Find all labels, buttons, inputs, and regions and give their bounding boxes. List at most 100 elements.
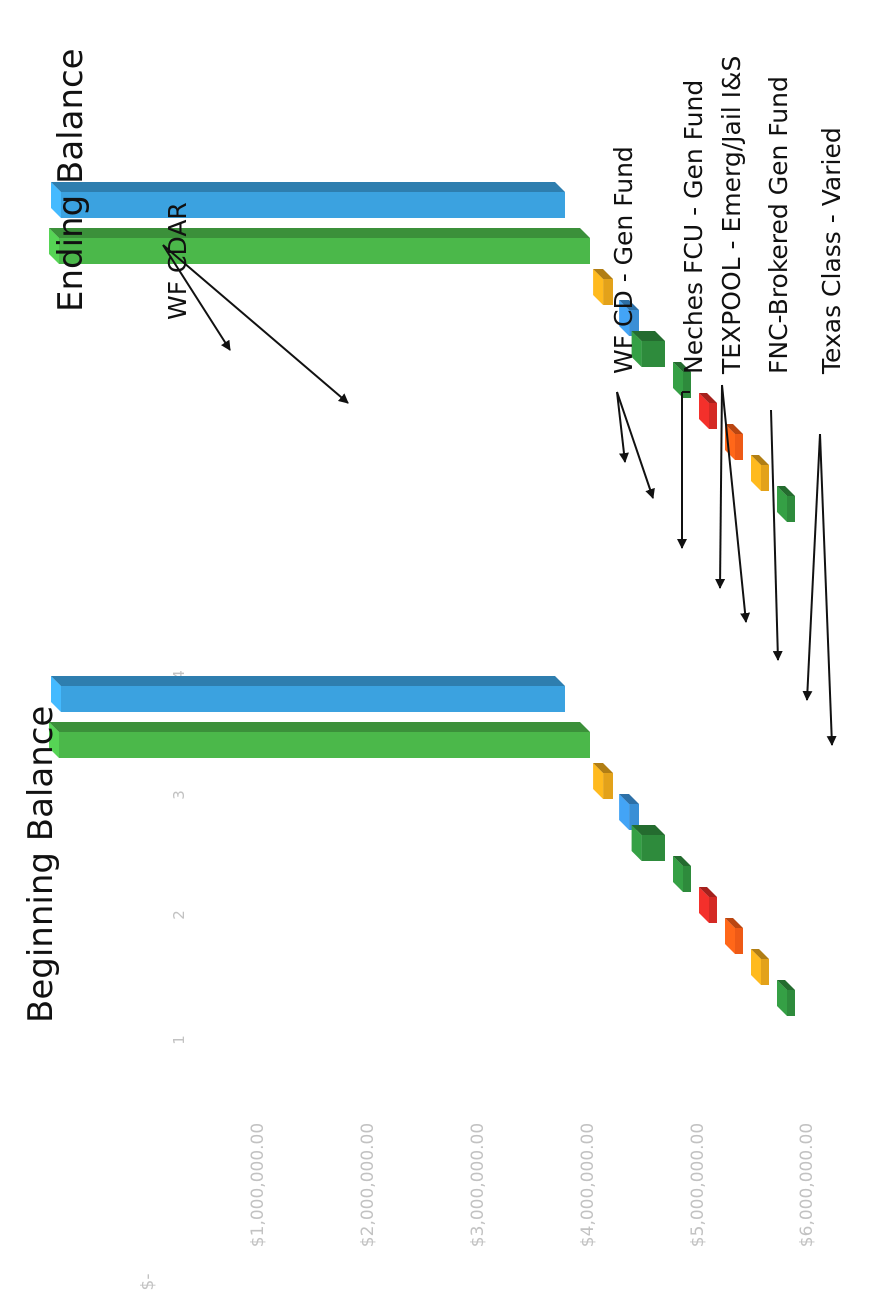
bar-side-face	[49, 722, 590, 732]
y-tick-label: $4,000,000.00	[578, 1123, 598, 1247]
bar-side-face	[51, 182, 565, 192]
bar-side-face	[593, 269, 613, 279]
annotation-texas-class-varied: Texas Class - Varied	[817, 127, 846, 375]
bar	[777, 980, 795, 1016]
bar-side-face	[51, 676, 565, 686]
bar	[777, 486, 795, 522]
bar	[51, 676, 565, 712]
arrow-texpool-2	[721, 384, 751, 623]
bar-side-face	[699, 393, 717, 403]
bar-face	[61, 192, 565, 218]
annotation-neches-fcu-gen-fund: Neches FCU - Gen Fund	[679, 80, 708, 374]
bar-side-face	[619, 794, 639, 804]
category-axis: 1 2 3 4	[170, 670, 188, 1045]
arrow-texpool-1	[715, 384, 726, 589]
bar-end-face	[673, 362, 683, 398]
bar	[699, 887, 717, 923]
x-tick-label: 2	[170, 910, 188, 920]
annotation-wf-cdar: WF CDAR	[163, 202, 192, 320]
bar-side-face	[631, 331, 665, 341]
bar-face	[603, 773, 613, 799]
annotations: WF CDAR WF CD - Gen Fund Neches FCU - Ge…	[163, 56, 846, 375]
bar-face	[629, 804, 639, 830]
bar-end-face	[593, 763, 604, 799]
bar	[725, 918, 743, 954]
bar-face	[59, 732, 590, 758]
bar-end-face	[631, 825, 642, 861]
bar	[51, 182, 565, 218]
arrow-texas-2	[819, 433, 837, 746]
bar	[751, 455, 769, 491]
bar-end-face	[777, 486, 787, 522]
bar	[699, 393, 717, 429]
bar-end-face	[725, 918, 735, 954]
x-tick-label: 1	[170, 1035, 188, 1045]
annotation-texpool-emerg-jail: TEXPOOL - Emerg/Jail I&S	[717, 56, 746, 375]
bar-end-face	[49, 228, 59, 264]
bar	[619, 794, 639, 830]
bar-face	[683, 866, 691, 892]
bar-end-face	[51, 676, 61, 712]
bar-side-face	[619, 300, 639, 310]
bar-marks	[49, 182, 795, 1016]
bar-end-face	[51, 182, 61, 218]
bar-side-face	[699, 887, 717, 897]
y-tick-label: $2,000,000.00	[358, 1123, 378, 1247]
group-title-ending: Ending Balance	[51, 48, 91, 312]
bar	[49, 722, 590, 758]
bar-face	[603, 279, 613, 305]
bar-face	[629, 310, 639, 336]
bar-face	[641, 835, 665, 861]
bar-side-face	[751, 455, 769, 465]
bar-face	[61, 686, 565, 712]
bar-face	[735, 928, 743, 954]
arrow-fnc	[770, 409, 783, 661]
bar-end-face	[619, 794, 630, 830]
bar	[593, 269, 613, 305]
y-tick-label: $5,000,000.00	[688, 1123, 708, 1247]
bar-end-face	[49, 722, 59, 758]
bar	[619, 300, 639, 336]
bar-end-face	[699, 887, 709, 923]
bar-face	[59, 238, 590, 264]
bar-face	[641, 341, 665, 367]
bar-end-face	[619, 300, 630, 336]
bar-side-face	[777, 486, 795, 496]
bar-face	[709, 403, 717, 429]
bar-end-face	[673, 856, 683, 892]
bar-end-face	[751, 949, 761, 985]
bar-side-face	[777, 980, 795, 990]
y-tick-label: $3,000,000.00	[468, 1123, 488, 1247]
bar-face	[735, 434, 743, 460]
x-tick-label: 3	[170, 790, 188, 800]
bar-side-face	[751, 949, 769, 959]
bar-side-face	[725, 424, 743, 434]
y-tick-label: $6,000,000.00	[797, 1123, 817, 1247]
bar-side-face	[49, 228, 590, 238]
bar-face	[787, 990, 795, 1016]
arrow-wf-cdar-bottom	[162, 244, 349, 404]
y-tick-label: $-	[138, 1274, 158, 1291]
bar-face	[683, 372, 691, 398]
y-tick-label: $1,000,000.00	[248, 1123, 268, 1247]
bar	[49, 228, 590, 264]
bar	[631, 825, 665, 861]
value-axis: $- $1,000,000.00 $2,000,000.00 $3,000,00…	[138, 1123, 817, 1291]
bar-side-face	[673, 362, 691, 372]
group-title-beginning: Beginning Balance	[21, 706, 61, 1023]
bar-face	[787, 496, 795, 522]
bar	[673, 856, 691, 892]
bar-face	[761, 465, 769, 491]
annotation-fnc-brokered-gen-fund: FNC-Brokered Gen Fund	[764, 76, 793, 374]
bar-end-face	[699, 393, 709, 429]
bar-face	[761, 959, 769, 985]
bar-side-face	[631, 825, 665, 835]
arrow-wf-cd-1	[616, 391, 629, 463]
x-tick-label: 4	[170, 670, 188, 680]
bar-end-face	[751, 455, 761, 491]
bar-end-face	[593, 269, 604, 305]
bar-end-face	[777, 980, 787, 1016]
bar-end-face	[631, 331, 642, 367]
bar	[593, 763, 613, 799]
